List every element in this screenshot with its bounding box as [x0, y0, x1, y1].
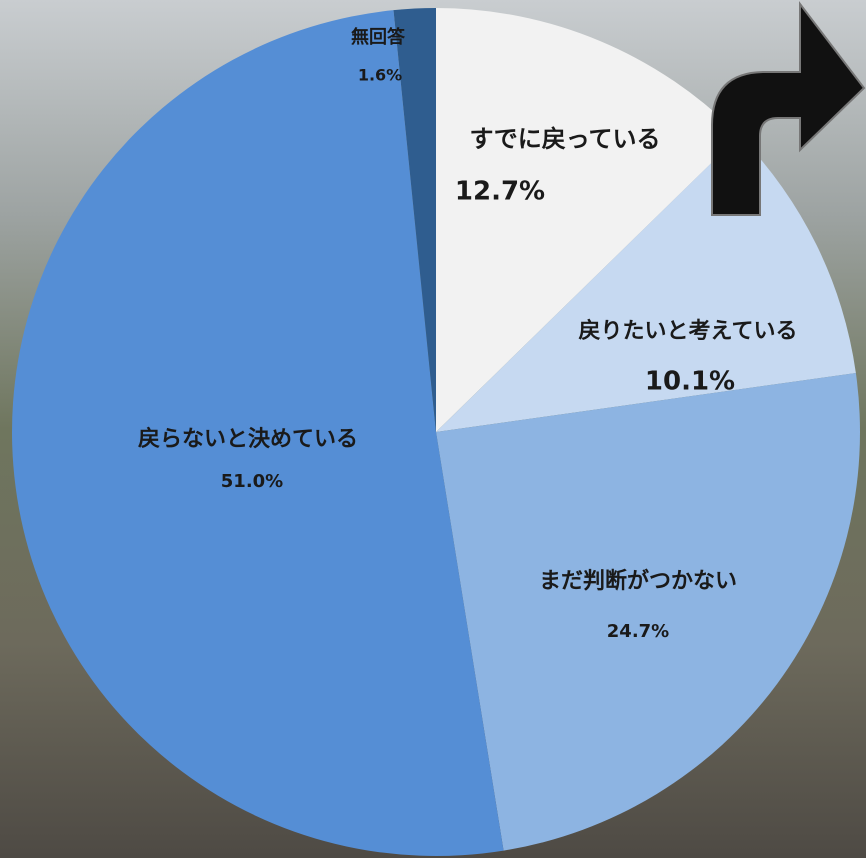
pie-slice	[436, 372, 861, 851]
slice-label: 戻りたいと考えている	[579, 318, 798, 344]
slice-label: すでに戻っている	[469, 125, 660, 153]
pie-slice	[12, 10, 504, 856]
slice-value-label: 24.7%	[607, 621, 669, 642]
pie-slice	[393, 8, 436, 432]
slice-label: 戻らないと決めている	[138, 426, 358, 452]
pie-slice	[436, 8, 740, 432]
labels: すでに戻っている 12.7% 戻りたいと考えている 10.1% まだ判断がつかない 24.…	[138, 26, 797, 642]
slice-value-label: 1.6%	[358, 66, 402, 85]
slice-label: 無回答	[351, 26, 406, 48]
slice-value-label: 51.0%	[221, 471, 283, 492]
slice-label: まだ判断がつかない	[539, 568, 737, 594]
turn-arrow-icon	[711, 1, 866, 216]
pie	[12, 8, 861, 856]
slice-value-label: 12.7%	[455, 177, 545, 207]
slice-value-label: 10.1%	[645, 367, 735, 397]
